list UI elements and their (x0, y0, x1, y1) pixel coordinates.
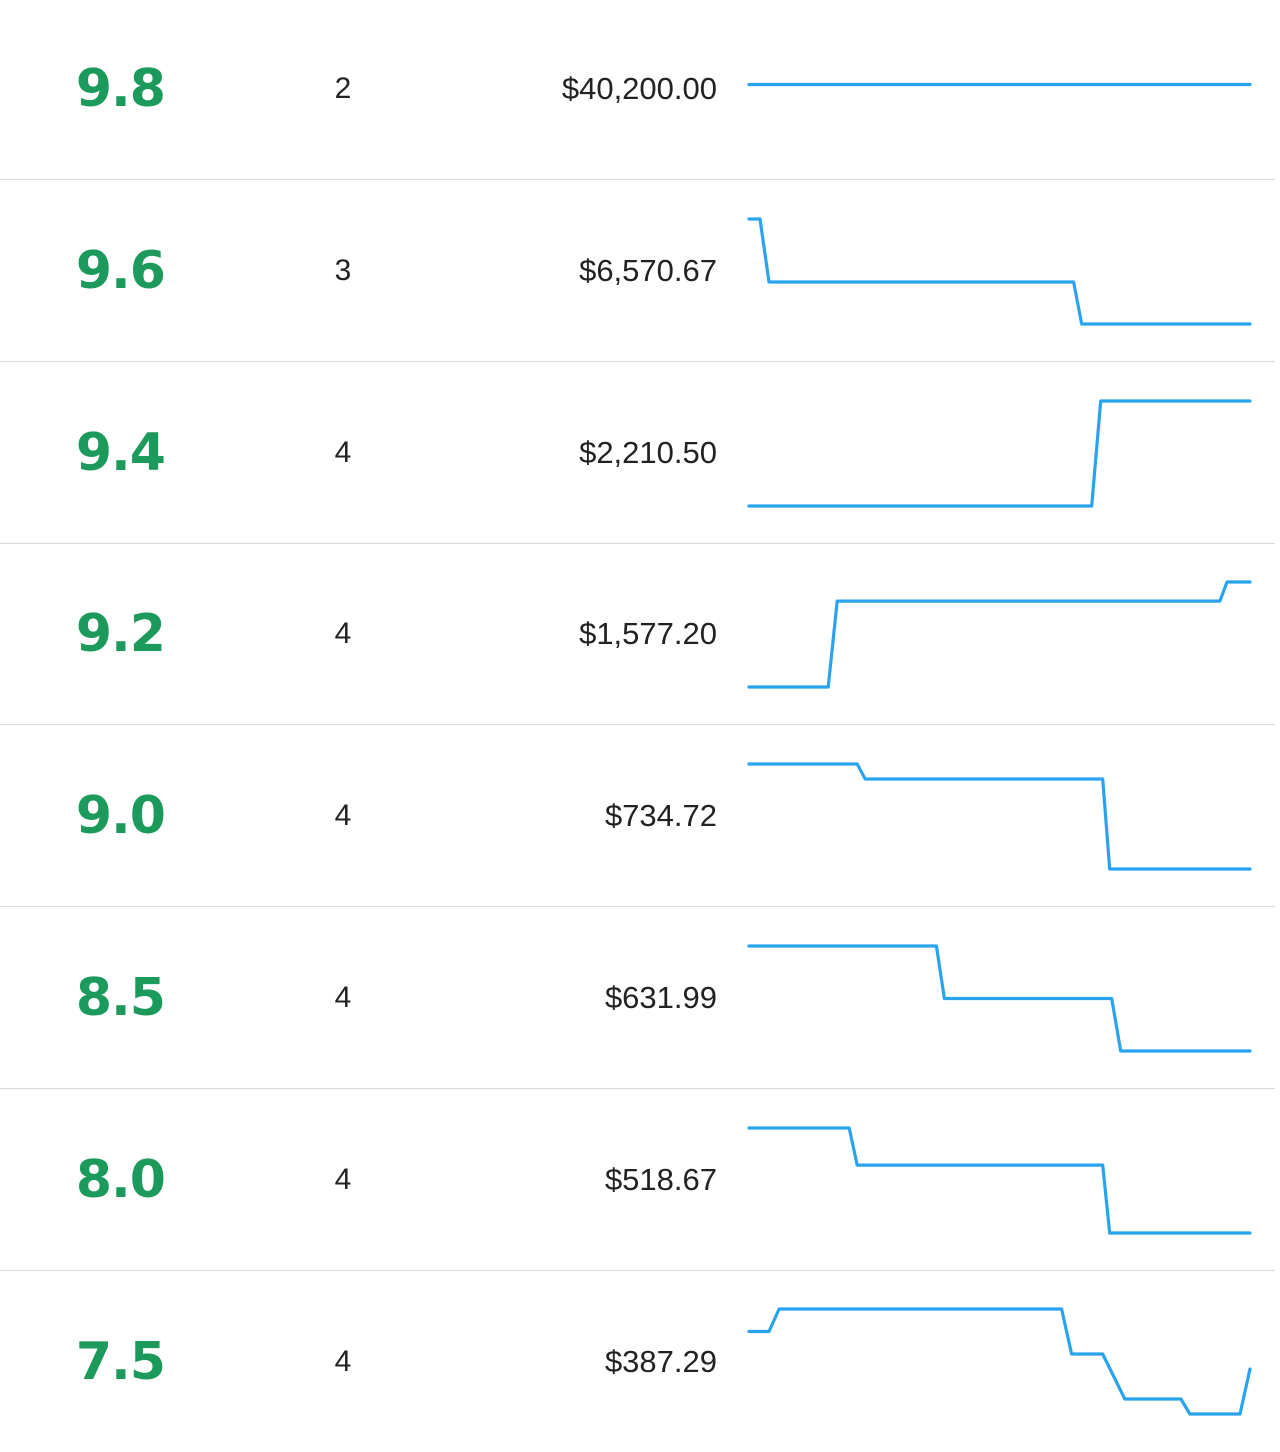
price-history-table: 9.8 2 $40,200.00 9.6 3 $6,570.67 9.4 4 $… (0, 0, 1275, 1416)
sales-count: 2 (334, 72, 352, 105)
average-price: $387.29 (604, 1343, 717, 1379)
average-price: $6,570.67 (579, 252, 717, 288)
table-row[interactable]: 9.8 2 $40,200.00 (0, 0, 1275, 180)
average-price: $734.72 (604, 798, 717, 833)
grade-value: 8.5 (75, 967, 166, 1028)
table-row[interactable]: 8.0 4 $518.67 (0, 1090, 1275, 1271)
sparkline-path (747, 217, 1252, 326)
sales-count: 3 (334, 253, 352, 287)
average-price: $1,577.20 (579, 616, 717, 652)
table-row[interactable]: 9.4 4 $2,210.50 (0, 363, 1275, 544)
price-trend-sparkline (745, 1090, 1255, 1271)
table-row[interactable]: 9.6 3 $6,570.67 (0, 181, 1275, 362)
average-price: $518.67 (604, 1161, 717, 1197)
price-trend-sparkline (745, 181, 1255, 362)
price-trend-sparkline (745, 0, 1255, 180)
grade-value: 7.5 (75, 1331, 166, 1392)
table-row[interactable]: 8.5 4 $631.99 (0, 908, 1275, 1089)
sales-count: 4 (334, 799, 352, 832)
sparkline-path (747, 1307, 1252, 1416)
sales-count: 4 (334, 617, 352, 651)
sparkline-path (747, 944, 1252, 1053)
price-trend-sparkline (745, 544, 1255, 725)
price-trend-sparkline (745, 1271, 1255, 1452)
grade-value: 8.0 (75, 1149, 166, 1210)
sales-count: 4 (334, 980, 352, 1014)
table-row[interactable]: 9.0 4 $734.72 (0, 726, 1275, 907)
sales-count: 4 (334, 1162, 352, 1196)
sparkline-path (747, 762, 1252, 871)
sales-count: 4 (334, 435, 352, 469)
price-trend-sparkline (745, 908, 1255, 1089)
sparkline-path (747, 580, 1252, 689)
grade-value: 9.0 (75, 786, 166, 846)
average-price: $40,200.00 (561, 71, 717, 106)
average-price: $2,210.50 (579, 434, 717, 470)
sparkline-path (747, 398, 1252, 508)
price-trend-sparkline (745, 726, 1255, 907)
grade-value: 9.2 (75, 604, 166, 665)
table-row[interactable]: 9.2 4 $1,577.20 (0, 544, 1275, 726)
grade-value: 9.4 (75, 422, 166, 483)
average-price: $631.99 (604, 979, 717, 1015)
grade-value: 9.8 (75, 59, 166, 119)
sales-count: 4 (334, 1344, 352, 1378)
sparkline-path (747, 1125, 1252, 1235)
table-row[interactable]: 7.5 4 $387.29 (0, 1271, 1275, 1452)
price-trend-sparkline (745, 363, 1255, 544)
grade-value: 9.6 (75, 240, 166, 301)
